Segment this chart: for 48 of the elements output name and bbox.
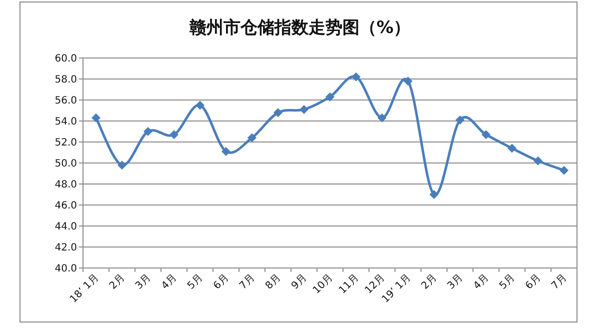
- point: [326, 92, 334, 102]
- x-tick-label: 6月: [212, 272, 232, 292]
- point: [534, 156, 542, 166]
- y-tick-label: 60.0: [54, 54, 77, 64]
- chart-title: 赣州市仓储指数走势图（%）: [188, 18, 411, 38]
- x-tick-label: 4月: [472, 272, 492, 292]
- y-tick-label: 42.0: [54, 242, 77, 254]
- point: [482, 130, 490, 140]
- point: [222, 146, 230, 156]
- x-tick-label: 7月: [238, 272, 258, 292]
- x-tick-label: 2月: [420, 272, 440, 292]
- point: [196, 100, 204, 110]
- y-tick-label: 52.0: [54, 138, 77, 148]
- x-tick-label: 3月: [446, 272, 466, 292]
- x-tick-label: 6月: [524, 272, 544, 292]
- x-tick-label: 3月: [134, 272, 154, 292]
- point: [352, 72, 360, 82]
- point: [300, 104, 308, 114]
- point: [248, 133, 256, 142]
- point: [378, 113, 386, 122]
- x-tick-label: 7月: [550, 272, 570, 292]
- point: [430, 190, 438, 199]
- y-tick-label: 58.0: [54, 74, 77, 86]
- point: [456, 115, 464, 124]
- x-tick-label: 5月: [186, 272, 206, 292]
- x-tick-label: 5月: [498, 272, 518, 292]
- y-tick-label: 44.0: [54, 222, 77, 232]
- point: [144, 127, 152, 136]
- y-tick-label: 50.0: [54, 158, 77, 170]
- x-tick-label: 10月: [311, 272, 336, 296]
- x-tick-label: 2月: [108, 272, 128, 292]
- point: [118, 160, 126, 170]
- x-tick-label: 4月: [160, 272, 180, 292]
- y-tick-label: 56.0: [54, 96, 77, 106]
- x-tick-label: 18’ 1月: [68, 272, 102, 306]
- y-tick-label: 48.0: [54, 180, 77, 190]
- y-tick-label: 54.0: [54, 116, 77, 128]
- y-tick-label: 46.0: [54, 200, 77, 212]
- point: [274, 108, 282, 118]
- x-tick-label: 9月: [290, 272, 310, 292]
- point: [508, 144, 516, 153]
- point: [404, 76, 412, 86]
- point: [170, 130, 178, 140]
- y-tick-label: 40.0: [54, 264, 77, 274]
- x-tick-label: 8月: [264, 272, 284, 292]
- x-tick-label: 11月: [337, 272, 362, 296]
- point: [560, 166, 568, 175]
- point: [92, 113, 100, 122]
